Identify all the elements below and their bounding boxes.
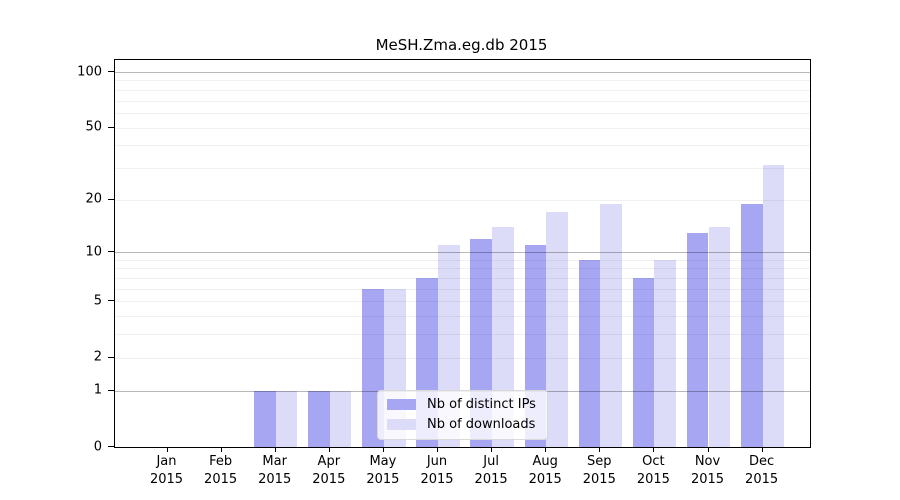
y-tick-10 [108,251,114,253]
chart-title: MeSH.Zma.eg.db 2015 [375,36,548,54]
bar-apr-downloads [329,390,352,447]
bars-layer [115,60,810,447]
x-tick-feb [220,447,222,452]
y-tick-label-50: 50 [85,119,102,135]
x-tick-sep [599,447,601,452]
x-tick-label-oct: Oct 2015 [636,454,670,488]
y-tick-50 [108,126,114,128]
x-tick-nov [707,447,709,452]
bar-oct-downloads [654,259,677,447]
y-tick-5 [108,300,114,302]
x-tick-label-may: May 2015 [366,454,400,488]
bar-nov-downloads [708,226,731,447]
bar-oct-ips [632,278,655,447]
legend-label: Nb of distinct IPs [427,397,536,412]
x-tick-jun [437,447,438,452]
y-tick-0 [108,446,114,447]
legend-item: Nb of distinct IPs [387,397,536,412]
y-tick-20 [108,198,114,200]
bar-apr-ips [308,390,330,447]
y-tick-label-0: 0 [93,439,102,454]
legend-label: Nb of downloads [427,417,536,432]
y-tick-label-10: 10 [85,244,102,260]
bar-sep-downloads [600,203,622,447]
y-tick-1 [108,389,114,391]
bar-mar-downloads [275,390,298,447]
x-tick-label-dec: Dec 2015 [745,454,779,488]
y-tick-100 [108,71,114,72]
legend-swatch-distinct-ips [387,399,416,410]
x-tick-dec [761,447,763,452]
y-tick-2 [108,356,114,358]
legend-item: Nb of downloads [387,417,536,432]
x-tick-may [382,447,384,452]
y-tick-label-20: 20 [85,191,102,207]
x-tick-mar [274,447,276,452]
y-tick-label-1: 1 [93,382,102,398]
y-tick-label-100: 100 [77,64,102,79]
y-tick-label-5: 5 [93,293,102,309]
x-tick-label-aug: Aug 2015 [528,454,562,488]
bar-mar-ips [254,390,276,447]
y-tick-label-2: 2 [93,349,102,365]
x-tick-label-nov: Nov 2015 [690,454,725,488]
x-tick-label-jul: Jul 2015 [474,454,508,488]
legend-swatch-downloads [387,419,416,430]
x-tick-aug [545,447,547,452]
x-tick-oct [653,447,655,452]
x-tick-label-sep: Sep 2015 [582,454,616,488]
x-tick-label-feb: Feb 2015 [204,454,238,488]
legend: Nb of distinct IPs Nb of downloads [377,390,548,440]
x-tick-label-mar: Mar 2015 [258,454,292,488]
x-tick-label-apr: Apr 2015 [312,454,346,488]
bar-aug-downloads [546,212,568,447]
x-tick-jan [166,447,168,452]
plot-area: Nb of distinct IPs Nb of downloads [114,59,811,448]
x-tick-label-jun: Jun 2015 [420,454,454,488]
x-tick-apr [328,447,330,452]
bar-dec-ips [740,203,763,447]
x-tick-jul [491,447,493,452]
bar-dec-downloads [762,165,785,447]
bar-nov-ips [686,232,709,447]
bar-sep-ips [578,259,601,447]
x-tick-label-jan: Jan 2015 [149,454,184,488]
